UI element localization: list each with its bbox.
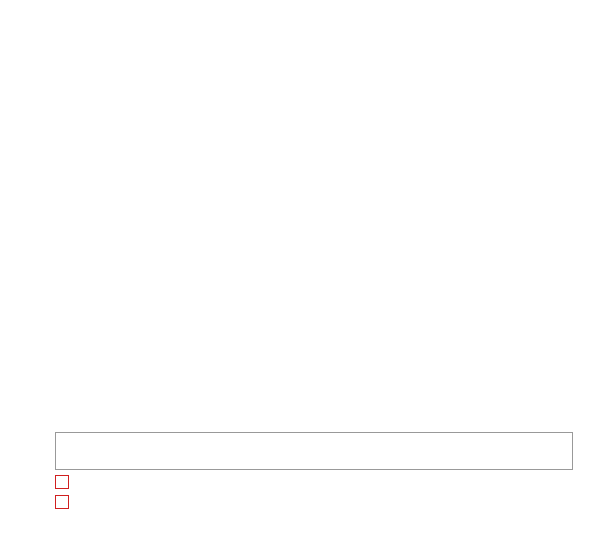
marker-table: [55, 472, 573, 512]
marker-row-2: [55, 492, 573, 512]
x-axis-labels: [55, 388, 575, 433]
legend-item-property: [62, 437, 566, 451]
chart-svg: [55, 48, 575, 383]
marker-badge-1: [55, 475, 69, 489]
legend-swatch-property: [62, 443, 90, 445]
legend-item-hpi: [62, 451, 566, 465]
chart-plot-area: [55, 48, 575, 383]
chart-subtitle: [0, 8, 600, 10]
marker-row-1: [55, 472, 573, 492]
legend-swatch-hpi: [62, 457, 90, 459]
chart-title: [0, 0, 600, 8]
marker-badge-2: [55, 495, 69, 509]
legend: [55, 432, 573, 470]
